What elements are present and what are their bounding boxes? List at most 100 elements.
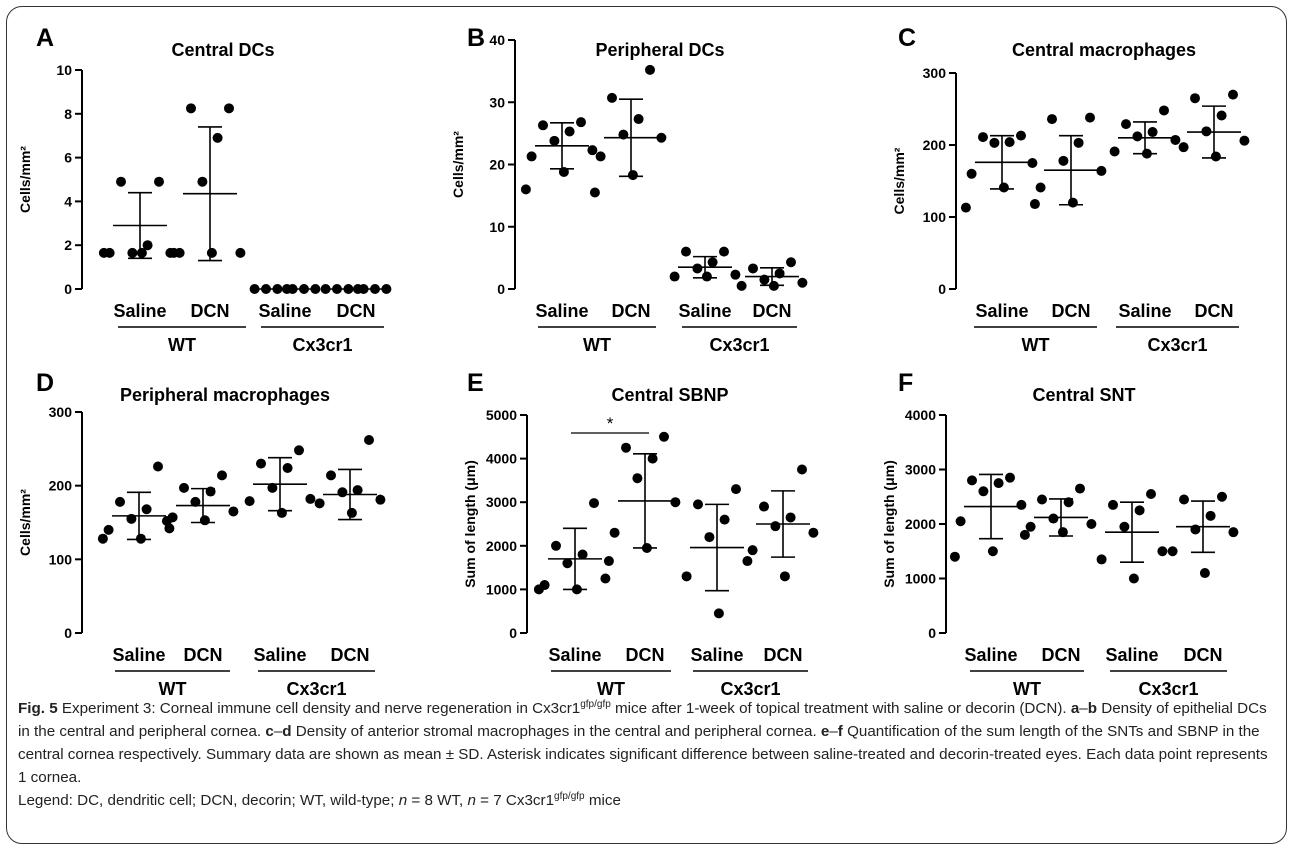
panel-a-central-dcs: A Central DCs 0 2 4 6 8 10 Cells/mm² Saline DCN Sal… bbox=[0, 0, 431, 355]
data-point bbox=[1146, 489, 1156, 500]
data-point bbox=[249, 284, 260, 294]
data-point bbox=[1019, 529, 1030, 540]
y-tick-label: 100 bbox=[923, 209, 947, 225]
data-point bbox=[314, 498, 325, 509]
data-point bbox=[692, 263, 703, 274]
x-group-label: Cx3cr1 bbox=[292, 335, 352, 355]
x-group-label: Cx3cr1 bbox=[709, 335, 769, 355]
data-point bbox=[797, 464, 807, 475]
data-point bbox=[603, 556, 614, 567]
data-point bbox=[713, 608, 724, 619]
data-point bbox=[235, 247, 246, 258]
data-point bbox=[217, 470, 227, 481]
data-point bbox=[1199, 568, 1210, 579]
data-point bbox=[621, 442, 631, 453]
x-category-label: Saline bbox=[113, 301, 166, 321]
chart-title: Peripheral macrophages bbox=[120, 385, 330, 405]
y-tick-label: 100 bbox=[49, 551, 73, 567]
data-point bbox=[759, 501, 769, 512]
data-point bbox=[305, 493, 316, 504]
data-point bbox=[1025, 521, 1036, 532]
y-tick-label: 0 bbox=[928, 625, 936, 641]
data-point bbox=[153, 461, 163, 472]
y-tick-label: 300 bbox=[49, 404, 73, 420]
data-point bbox=[1067, 197, 1078, 208]
caption-text-run: = 7 Cx3cr1 bbox=[475, 792, 555, 809]
caption-text-run: gfp/gfp bbox=[554, 790, 585, 802]
x-group-label: Cx3cr1 bbox=[720, 679, 780, 699]
chart-title: Peripheral DCs bbox=[595, 40, 724, 60]
x-category-label: Saline bbox=[535, 301, 588, 321]
data-point bbox=[730, 269, 741, 280]
caption-text-run: e bbox=[820, 723, 830, 740]
data-point bbox=[190, 496, 201, 507]
data-point bbox=[1228, 89, 1238, 100]
data-point bbox=[1075, 483, 1085, 494]
y-tick-label: 10 bbox=[56, 62, 72, 78]
x-category-label: DCN bbox=[612, 301, 651, 321]
data-point bbox=[141, 504, 152, 515]
panel-letter: F bbox=[898, 369, 913, 397]
y-tick-label: 40 bbox=[489, 32, 505, 48]
data-point bbox=[1048, 513, 1059, 524]
data-point bbox=[681, 246, 691, 257]
x-group-label: WT bbox=[597, 679, 625, 699]
data-point bbox=[526, 151, 537, 162]
y-tick-label: 2 bbox=[64, 237, 72, 253]
data-point bbox=[294, 445, 304, 456]
data-point bbox=[364, 434, 374, 445]
data-point bbox=[179, 482, 189, 493]
data-point bbox=[669, 271, 680, 282]
panel-letter: D bbox=[36, 369, 54, 397]
data-point bbox=[1005, 472, 1015, 483]
data-point bbox=[1134, 505, 1145, 516]
data-point bbox=[645, 64, 655, 75]
data-point bbox=[987, 546, 998, 557]
data-point bbox=[267, 482, 278, 493]
caption-text-run: f bbox=[837, 723, 843, 740]
data-point bbox=[770, 521, 781, 532]
caption-text-run: n bbox=[398, 792, 408, 809]
data-point bbox=[136, 247, 147, 258]
data-point bbox=[659, 431, 669, 442]
caption-text-run: b bbox=[1087, 700, 1098, 717]
chart-svg: A Central DCs 0 2 4 6 8 10 Cells/mm² Saline DCN Sal… bbox=[17, 24, 392, 355]
data-point bbox=[551, 540, 561, 551]
panel-c-central-macrophages: C Central macrophages 0 100 200 300 Cells/mm² S… bbox=[862, 0, 1293, 355]
data-point bbox=[197, 176, 208, 187]
panel-f-central-snt: F Central SNT 0 1000 2000 3000 4000 Sum of leng… bbox=[862, 345, 1293, 699]
data-point bbox=[1016, 130, 1026, 141]
x-category-label: DCN bbox=[1184, 645, 1223, 665]
data-point bbox=[656, 132, 667, 143]
data-point bbox=[1108, 499, 1118, 510]
data-point bbox=[538, 120, 548, 131]
x-category-label: DCN bbox=[1042, 645, 1081, 665]
data-point bbox=[607, 92, 617, 103]
data-point bbox=[256, 458, 266, 469]
caption-text-run: – bbox=[273, 723, 283, 740]
data-point bbox=[1109, 146, 1120, 157]
x-category-label: DCN bbox=[753, 301, 792, 321]
caption-text-run: Legend: DC, dendritic cell; DCN, decorin… bbox=[18, 792, 399, 809]
caption-text-run: Quantification of the sum length of the … bbox=[18, 723, 1268, 786]
data-point bbox=[589, 187, 600, 198]
data-point bbox=[1121, 119, 1131, 130]
data-point bbox=[1205, 510, 1216, 521]
y-tick-label: 200 bbox=[923, 137, 947, 153]
panel-e-central-sbnp: E Central SBNP 0 1000 2000 3000 4000 5000 Sum of… bbox=[431, 345, 862, 699]
caption-legend: Legend: DC, dendritic cell; DCN, decorin… bbox=[18, 789, 1280, 812]
data-point bbox=[103, 524, 114, 535]
y-axis-label: Sum of length (μm) bbox=[462, 460, 478, 588]
data-point bbox=[1029, 199, 1040, 210]
x-group-label: WT bbox=[1022, 335, 1050, 355]
y-tick-label: 4 bbox=[64, 193, 72, 209]
y-tick-label: 3000 bbox=[905, 462, 936, 478]
data-point bbox=[693, 499, 703, 510]
caption-paragraph-1: Fig. 5 Experiment 3: Corneal immune cell… bbox=[18, 697, 1280, 789]
caption-text-run: a bbox=[1070, 700, 1080, 717]
data-point bbox=[1239, 135, 1250, 146]
data-point bbox=[1085, 112, 1095, 123]
data-point bbox=[1058, 155, 1069, 166]
data-point bbox=[533, 584, 544, 595]
data-point bbox=[748, 263, 758, 274]
